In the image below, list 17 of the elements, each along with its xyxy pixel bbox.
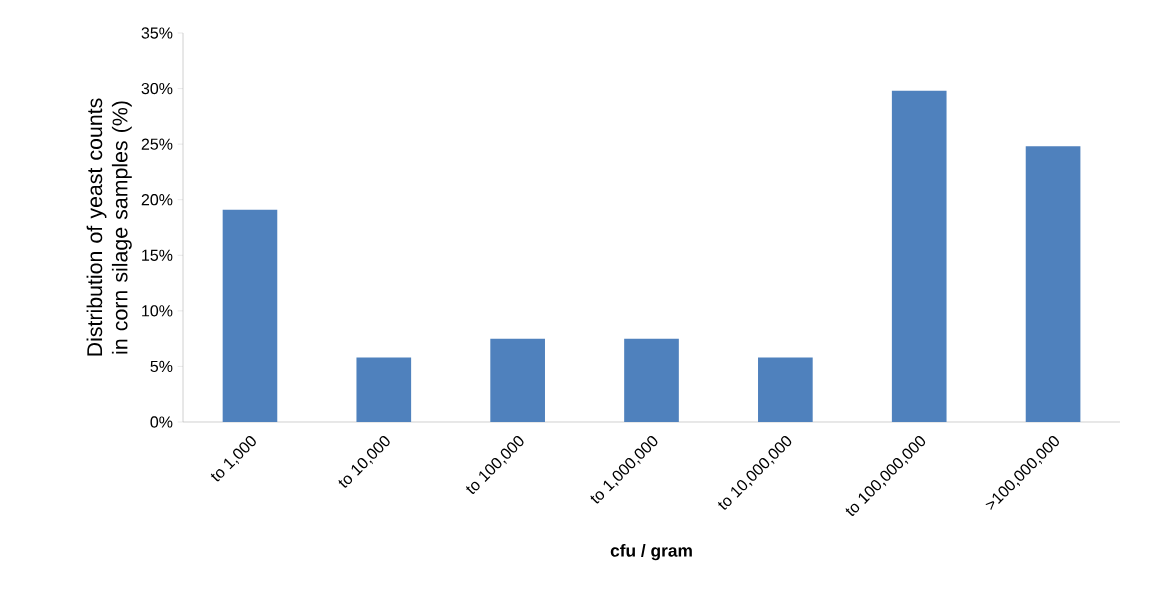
bar — [1025, 146, 1081, 422]
x-axis-title: cfu / gram — [610, 544, 692, 561]
y-tick-label: 30% — [141, 82, 173, 95]
bar — [222, 209, 278, 422]
y-axis-title: Distribution of yeast counts in corn silage samples (%) — [86, 98, 132, 356]
bar — [490, 338, 545, 422]
y-tick-label: 25% — [141, 138, 173, 150]
y-tick-label: 20% — [141, 194, 173, 206]
bar — [891, 90, 947, 422]
bar — [624, 338, 679, 422]
bar — [758, 357, 813, 422]
y-tick-label: 15% — [142, 249, 173, 261]
y-tick-label: 35% — [141, 27, 173, 39]
bar — [356, 357, 412, 422]
y-tick-label: 0% — [150, 416, 173, 428]
y-tick-label: 10% — [142, 305, 173, 317]
y-tick-label: 5% — [150, 360, 173, 373]
